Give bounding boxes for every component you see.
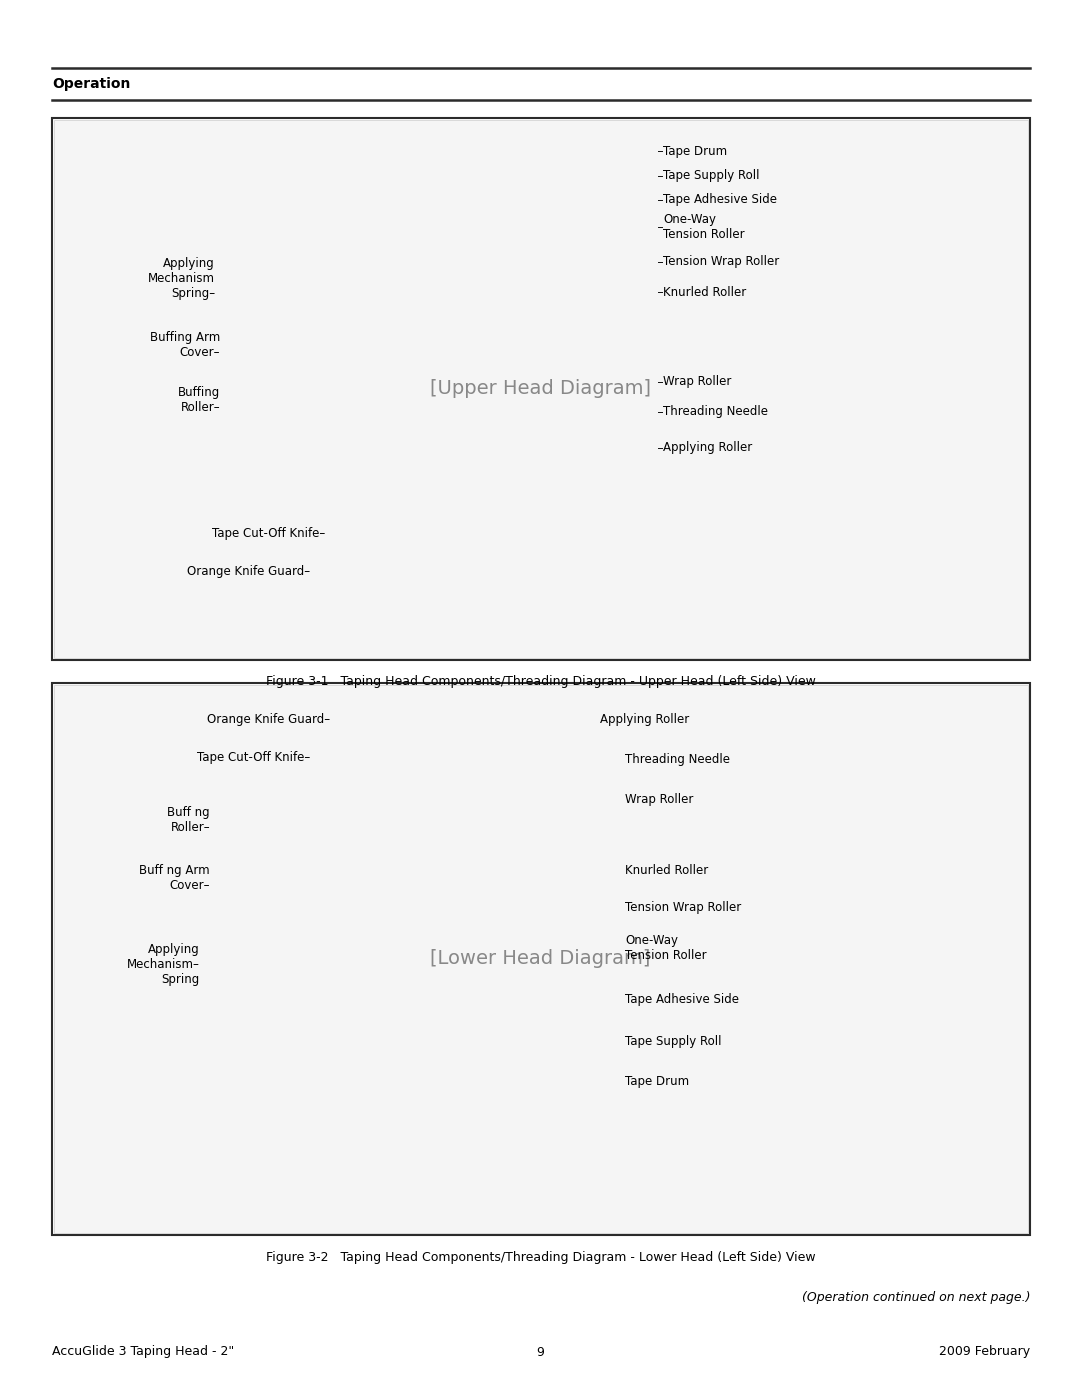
Text: Tape Cut-Off Knife–: Tape Cut-Off Knife–	[212, 528, 325, 541]
Text: Buff ng Arm
Cover–: Buff ng Arm Cover–	[139, 863, 210, 893]
Text: Applying Roller: Applying Roller	[663, 441, 753, 454]
Bar	[52, 117, 1030, 659]
Text: Knurled Roller: Knurled Roller	[625, 863, 708, 876]
Text: Orange Knife Guard–: Orange Knife Guard–	[187, 566, 310, 578]
Text: AccuGlide 3 Taping Head - 2": AccuGlide 3 Taping Head - 2"	[52, 1345, 234, 1358]
Text: [Upper Head Diagram]: [Upper Head Diagram]	[430, 380, 650, 398]
Bar	[54, 685, 1028, 1234]
Text: One-Way
Tension Roller: One-Way Tension Roller	[663, 214, 744, 240]
Text: Tape Adhesive Side: Tape Adhesive Side	[663, 194, 777, 207]
Text: Tension Wrap Roller: Tension Wrap Roller	[663, 256, 780, 268]
Text: Figure 3-2   Taping Head Components/Threading Diagram - Lower Head (Left Side) V: Figure 3-2 Taping Head Components/Thread…	[266, 1250, 815, 1263]
Text: Threading Needle: Threading Needle	[663, 405, 768, 419]
Text: Buff ng
Roller–: Buff ng Roller–	[167, 806, 210, 834]
Text: Threading Needle: Threading Needle	[625, 753, 730, 767]
Text: (Operation continued on next page.): (Operation continued on next page.)	[801, 1291, 1030, 1303]
Text: Wrap Roller: Wrap Roller	[663, 376, 731, 388]
Text: 9: 9	[536, 1345, 544, 1358]
Text: Buffing Arm
Cover–: Buffing Arm Cover–	[150, 331, 220, 359]
Bar	[54, 120, 1028, 658]
Text: Figure 3-1   Taping Head Components/Threading Diagram - Upper Head (Left Side) V: Figure 3-1 Taping Head Components/Thread…	[266, 676, 815, 689]
Text: Tape Drum: Tape Drum	[663, 144, 727, 158]
Text: [Lower Head Diagram]: [Lower Head Diagram]	[430, 950, 650, 968]
Text: Tape Adhesive Side: Tape Adhesive Side	[625, 993, 739, 1006]
Text: Tape Supply Roll: Tape Supply Roll	[663, 169, 759, 183]
Text: Applying
Mechanism
Spring–: Applying Mechanism Spring–	[148, 257, 215, 299]
Text: Buffing
Roller–: Buffing Roller–	[178, 386, 220, 414]
Text: Wrap Roller: Wrap Roller	[625, 793, 693, 806]
Text: Tension Wrap Roller: Tension Wrap Roller	[625, 901, 741, 915]
Text: Knurled Roller: Knurled Roller	[663, 285, 746, 299]
Text: Operation: Operation	[52, 77, 131, 91]
Text: Tape Cut-Off Knife–: Tape Cut-Off Knife–	[197, 752, 310, 764]
Text: Tape Drum: Tape Drum	[625, 1076, 689, 1088]
Text: Orange Knife Guard–: Orange Knife Guard–	[207, 714, 330, 726]
Bar	[52, 683, 1030, 1235]
Text: Tape Supply Roll: Tape Supply Roll	[625, 1035, 721, 1049]
Text: 2009 February: 2009 February	[939, 1345, 1030, 1358]
Text: Applying
Mechanism–
Spring: Applying Mechanism– Spring	[127, 943, 200, 986]
Text: Applying Roller: Applying Roller	[600, 714, 689, 726]
Text: One-Way
Tension Roller: One-Way Tension Roller	[625, 935, 706, 961]
